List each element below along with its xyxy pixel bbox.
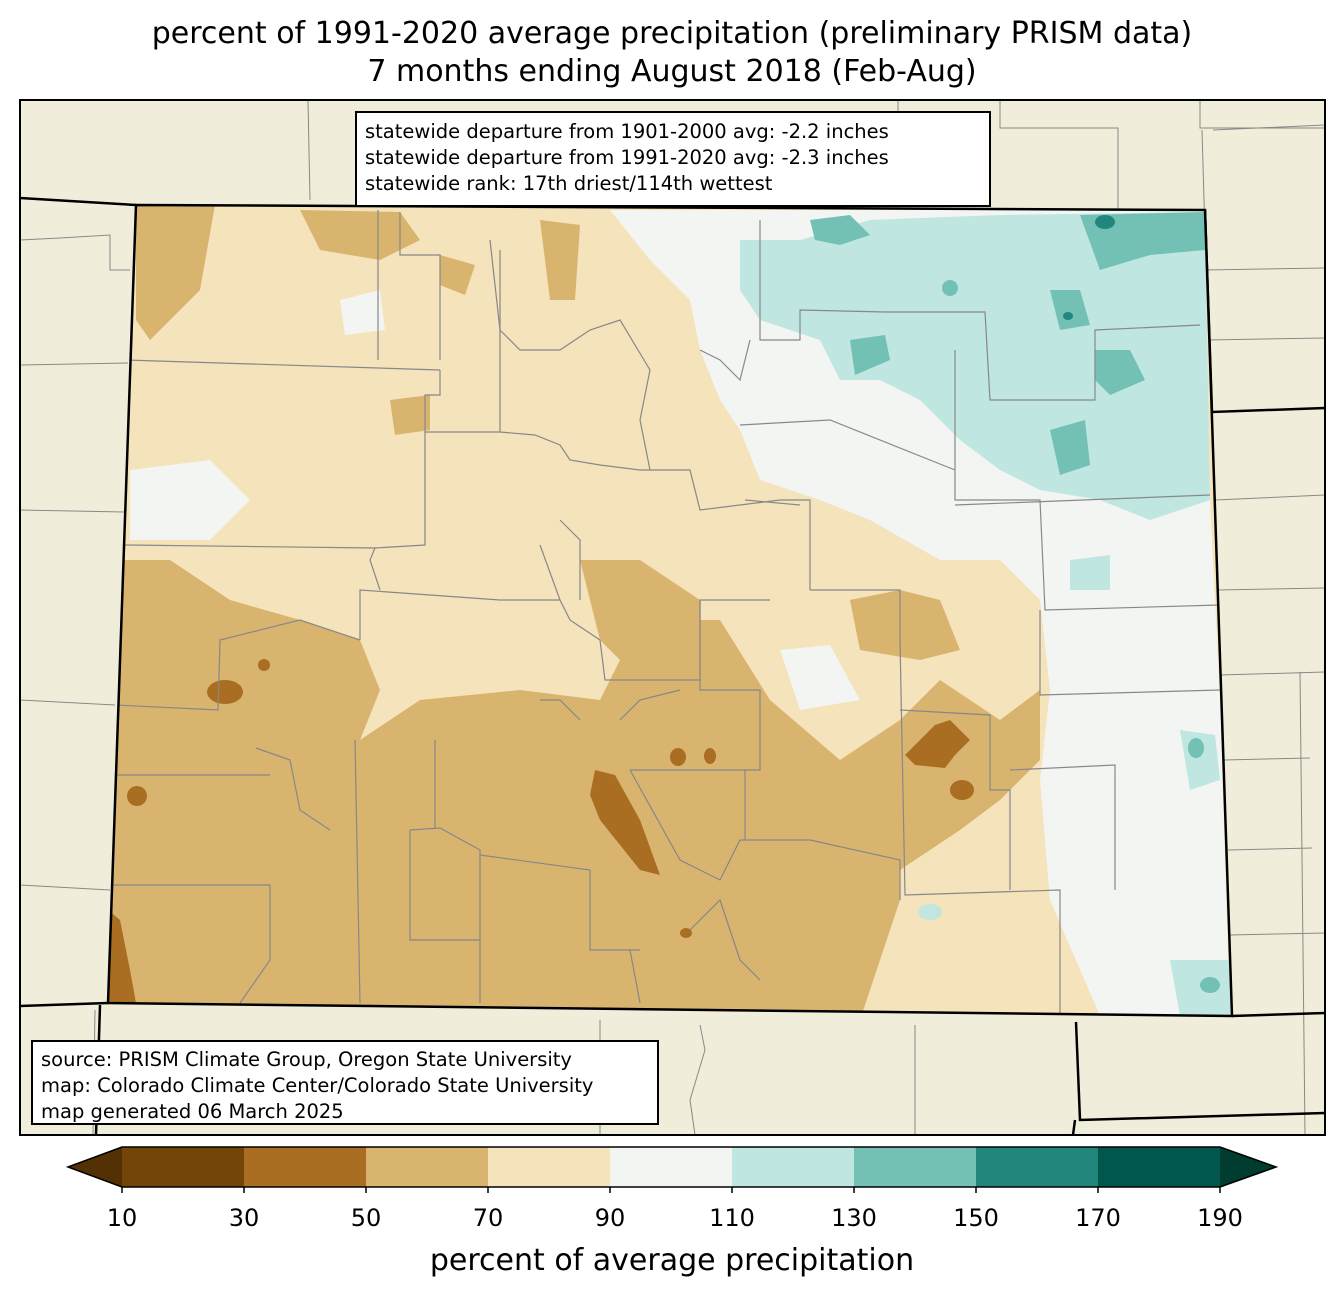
colorbar-bin-170-190 <box>1098 1147 1220 1187</box>
precipitation-field <box>108 205 1232 1016</box>
colorbar-tick-label: 190 <box>1197 1204 1243 1232</box>
stats-line-1991-2020: statewide departure from 1991-2020 avg: … <box>365 146 889 169</box>
colorbar-bin-10-30 <box>122 1147 244 1187</box>
contour-30-50 <box>108 659 974 1003</box>
neighbor-county-lines <box>20 100 1325 1135</box>
colorbar-bin-50-70 <box>366 1147 488 1187</box>
colorbar-bin-30-50 <box>244 1147 366 1187</box>
source-line-generated: map generated 06 March 2025 <box>41 1100 344 1123</box>
colorbar-bin-130-150 <box>854 1147 976 1187</box>
colorbar-over-arrow <box>1220 1147 1276 1187</box>
source-line-map: map: Colorado Climate Center/Colorado St… <box>41 1074 594 1097</box>
statewide-stats-box: statewide departure from 1901-2000 avg: … <box>355 111 991 207</box>
contour-50-70 <box>108 205 1140 1016</box>
stats-line-rank: statewide rank: 17th driest/114th wettes… <box>365 172 773 195</box>
map-title-line1: percent of 1991-2020 average precipitati… <box>151 16 1193 51</box>
colorbar-tick-label: 170 <box>1075 1204 1121 1232</box>
colorbar-tick-label: 90 <box>594 1204 626 1232</box>
colorbar-tick-label: 110 <box>709 1204 755 1232</box>
colorbar-bin-150-170 <box>976 1147 1098 1187</box>
map-frame <box>19 99 1326 1136</box>
colorbar-tick-label: 10 <box>106 1204 138 1232</box>
contour-130-150 <box>810 212 1220 993</box>
map-title-line2: 7 months ending August 2018 (Feb-Aug) <box>367 54 977 89</box>
source-line-prism: source: PRISM Climate Group, Oregon Stat… <box>41 1048 572 1071</box>
source-box: source: PRISM Climate Group, Oregon Stat… <box>31 1040 659 1125</box>
colorbar-tick-label: 130 <box>831 1204 877 1232</box>
colorbar-under-arrow <box>68 1147 122 1187</box>
colorbar-tick-label: 50 <box>350 1204 382 1232</box>
colorbar-bin-110-130 <box>732 1147 854 1187</box>
colorbar-tick-label: 30 <box>228 1204 260 1232</box>
colorbar-tick-label: 70 <box>472 1204 504 1232</box>
colorado-border <box>106 203 1234 1018</box>
colorbar-bin-90-110 <box>610 1147 732 1187</box>
stats-line-1901-2000: statewide departure from 1901-2000 avg: … <box>365 120 889 143</box>
colorbar-tick-label: 150 <box>953 1204 999 1232</box>
colorbar <box>65 1146 1279 1193</box>
county-lines <box>108 210 1221 1016</box>
contour-150-170 <box>1063 215 1115 320</box>
colorbar-title: percent of average precipitation <box>429 1243 915 1278</box>
colorbar-bin-70-90 <box>488 1147 610 1187</box>
